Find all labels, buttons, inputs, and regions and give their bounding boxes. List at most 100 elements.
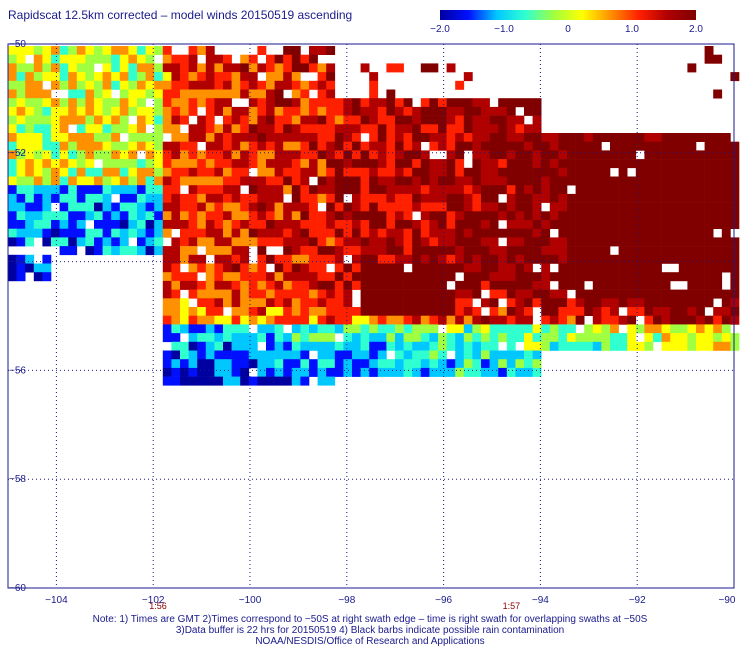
- wind-difference-cell: [188, 185, 198, 195]
- wind-difference-cell: [171, 341, 181, 351]
- wind-difference-cell: [515, 237, 525, 247]
- wind-difference-cell: [309, 106, 318, 116]
- wind-difference-cell: [8, 63, 17, 73]
- wind-difference-cell: [171, 246, 181, 256]
- wind-difference-cell: [713, 89, 723, 99]
- wind-difference-cell: [360, 141, 370, 151]
- wind-difference-cell: [618, 193, 628, 203]
- wind-difference-cell: [360, 367, 370, 377]
- wind-difference-cell: [257, 124, 267, 134]
- wind-difference-cell: [446, 333, 456, 343]
- wind-difference-cell: [317, 333, 327, 343]
- wind-difference-cell: [257, 80, 267, 90]
- wind-difference-cell: [266, 324, 275, 334]
- wind-difference-cell: [205, 133, 215, 142]
- wind-difference-cell: [420, 228, 430, 238]
- wind-difference-cell: [395, 159, 404, 169]
- wind-difference-cell: [446, 63, 456, 73]
- wind-difference-cell: [145, 159, 155, 169]
- wind-difference-cell: [352, 254, 361, 264]
- wind-difference-cell: [395, 115, 404, 125]
- wind-difference-cell: [386, 98, 396, 108]
- wind-difference-cell: [111, 150, 121, 160]
- wind-difference-cell: [326, 89, 336, 99]
- wind-difference-cell: [549, 133, 559, 142]
- wind-difference-cell: [489, 350, 499, 360]
- wind-difference-cell: [455, 220, 465, 229]
- wind-difference-cell: [481, 315, 490, 325]
- wind-difference-cell: [76, 98, 86, 108]
- wind-difference-cell: [489, 272, 499, 282]
- wind-difference-cell: [205, 298, 215, 308]
- wind-difference-cell: [223, 280, 232, 290]
- wind-difference-cell: [696, 228, 705, 238]
- wind-difference-cell: [8, 124, 17, 134]
- wind-difference-cell: [274, 376, 284, 386]
- wind-difference-cell: [197, 289, 207, 299]
- wind-difference-cell: [420, 124, 430, 134]
- wind-difference-cell: [386, 202, 396, 212]
- wind-difference-cell: [240, 176, 250, 186]
- wind-difference-cell: [721, 167, 731, 177]
- wind-difference-cell: [119, 220, 129, 229]
- wind-difference-cell: [137, 185, 146, 195]
- wind-difference-cell: [205, 341, 215, 351]
- wind-difference-cell: [317, 98, 327, 108]
- wind-difference-cell: [274, 350, 284, 360]
- wind-difference-cell: [197, 254, 207, 264]
- wind-difference-cell: [205, 272, 215, 282]
- wind-difference-cell: [326, 63, 336, 73]
- wind-difference-cell: [68, 80, 78, 90]
- wind-difference-cell: [85, 46, 95, 55]
- wind-difference-cell: [541, 185, 551, 195]
- wind-difference-cell: [257, 315, 267, 325]
- wind-difference-cell: [76, 46, 86, 55]
- wind-difference-cell: [343, 141, 353, 151]
- wind-difference-cell: [369, 333, 379, 343]
- wind-difference-cell: [188, 350, 198, 360]
- wind-difference-cell: [223, 167, 232, 177]
- wind-difference-cell: [463, 289, 473, 299]
- wind-difference-cell: [25, 124, 35, 134]
- wind-difference-cell: [584, 298, 594, 308]
- wind-difference-cell: [438, 228, 447, 238]
- note-line-2: 3)Data buffer is 22 hrs for 20150519 4) …: [175, 625, 565, 636]
- wind-difference-cell: [360, 98, 370, 108]
- wind-difference-cell: [627, 307, 637, 316]
- wind-difference-cell: [119, 124, 129, 134]
- wind-difference-cell: [678, 333, 688, 343]
- wind-difference-cell: [291, 133, 301, 142]
- wind-difference-cell: [584, 202, 594, 212]
- wind-difference-cell: [257, 193, 267, 203]
- wind-difference-cell: [670, 193, 680, 203]
- wind-difference-cell: [283, 315, 293, 325]
- wind-difference-cell: [25, 98, 35, 108]
- wind-difference-cell: [171, 254, 181, 264]
- wind-difference-cell: [214, 193, 224, 203]
- wind-difference-cell: [343, 272, 353, 282]
- wind-difference-cell: [291, 106, 301, 116]
- wind-difference-cell: [300, 185, 310, 195]
- wind-difference-cell: [644, 159, 654, 169]
- wind-difference-cell: [412, 237, 422, 247]
- wind-difference-cell: [506, 324, 516, 334]
- wind-difference-cell: [223, 272, 232, 282]
- wind-difference-cell: [730, 341, 740, 351]
- wind-difference-cell: [532, 133, 542, 142]
- wind-difference-cell: [25, 141, 35, 151]
- wind-difference-cell: [463, 167, 473, 177]
- wind-difference-cell: [334, 307, 344, 316]
- wind-difference-cell: [506, 228, 516, 238]
- wind-difference-cell: [240, 54, 250, 64]
- wind-difference-cell: [644, 289, 654, 299]
- wind-difference-cell: [661, 193, 671, 203]
- wind-difference-cell: [678, 246, 688, 256]
- wind-difference-cell: [438, 315, 447, 325]
- wind-difference-cell: [231, 246, 241, 256]
- wind-difference-cell: [240, 307, 250, 316]
- wind-difference-cell: [352, 159, 361, 169]
- wind-difference-cell: [403, 150, 413, 160]
- wind-difference-cell: [558, 341, 568, 351]
- wind-difference-cell: [567, 228, 576, 238]
- wind-difference-cell: [180, 106, 189, 116]
